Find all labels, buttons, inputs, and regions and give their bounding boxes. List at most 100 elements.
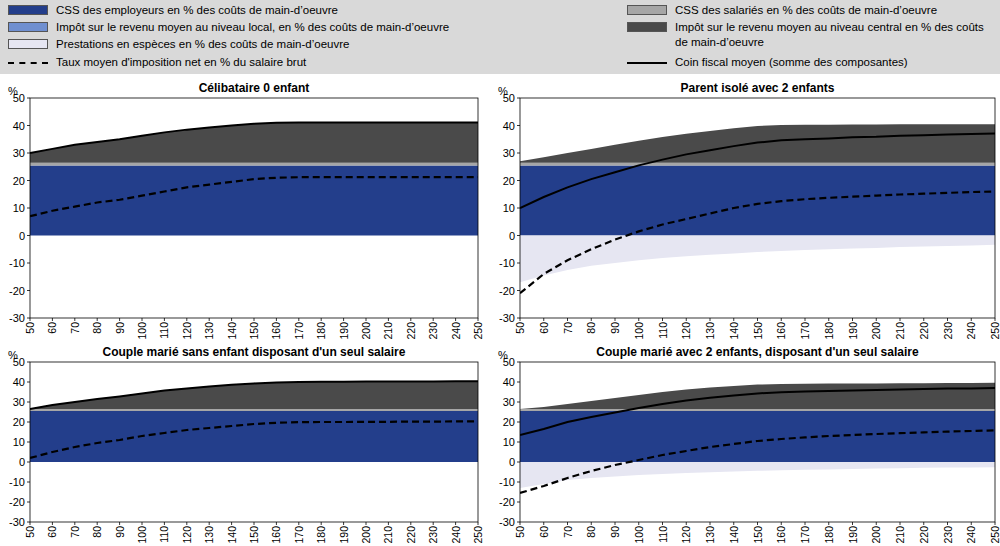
x-tick-label: 110 bbox=[158, 322, 170, 339]
x-tick bbox=[321, 318, 322, 321]
x-tick bbox=[805, 522, 806, 525]
area bbox=[30, 122, 478, 162]
x-tick bbox=[876, 318, 877, 321]
area: CSS des salariés en % des coûts de main-… bbox=[520, 163, 995, 166]
x-tick bbox=[686, 522, 687, 525]
y-axis-label: % bbox=[8, 85, 18, 97]
area: Prestations en espèces en % des coûts de… bbox=[30, 381, 478, 409]
plot-area: CSS des employeurs en % des coûts de mai… bbox=[520, 124, 995, 293]
x-tick bbox=[343, 522, 344, 525]
y-tick bbox=[517, 180, 520, 181]
x-tick bbox=[591, 522, 592, 525]
plot-area: CSS des employeurs en % des coûts de mai… bbox=[30, 381, 478, 462]
y-tick-label: 40 bbox=[503, 120, 515, 132]
x-tick bbox=[615, 522, 616, 525]
x-tick-label: 180 bbox=[315, 322, 327, 340]
y-tick bbox=[517, 502, 520, 503]
legend-swatch bbox=[627, 22, 667, 32]
x-tick-label: 60 bbox=[46, 322, 58, 334]
y-tick-label: 10 bbox=[13, 436, 25, 448]
y-tick bbox=[517, 263, 520, 264]
y-tick-label: 40 bbox=[13, 120, 25, 132]
x-tick-label: 60 bbox=[538, 322, 550, 334]
y-tick bbox=[27, 382, 30, 383]
area bbox=[30, 165, 478, 235]
plot-background bbox=[30, 98, 478, 318]
x-tick bbox=[923, 318, 924, 321]
x-tick-label: 250 bbox=[989, 322, 1000, 340]
x-tick bbox=[520, 522, 521, 525]
x-tick bbox=[567, 522, 568, 525]
legend-label: Impôt sur le revenu moyen au niveau cent… bbox=[675, 20, 995, 50]
y-tick-label: 0 bbox=[19, 456, 25, 468]
x-tick bbox=[209, 522, 210, 525]
x-tick-label: 250 bbox=[989, 526, 1000, 544]
y-tick bbox=[27, 180, 30, 181]
y-tick-label: -10 bbox=[499, 257, 515, 269]
y-tick bbox=[27, 98, 30, 99]
x-tick bbox=[209, 318, 210, 321]
y-tick bbox=[517, 482, 520, 483]
x-tick-label: 60 bbox=[46, 526, 58, 538]
x-tick-label: 130 bbox=[704, 526, 716, 544]
y-axis-label: % bbox=[8, 349, 18, 361]
x-tick-label: 70 bbox=[562, 526, 574, 538]
x-tick-label: 190 bbox=[847, 526, 859, 544]
line: Coin fiscal moyen (somme des composantes… bbox=[520, 388, 995, 435]
x-tick-label: 200 bbox=[360, 526, 372, 544]
x-tick-label: 160 bbox=[270, 526, 282, 544]
x-tick bbox=[142, 522, 143, 525]
x-tick-label: 50 bbox=[514, 322, 526, 334]
x-tick bbox=[97, 522, 98, 525]
y-tick bbox=[27, 153, 30, 154]
y-tick bbox=[27, 502, 30, 503]
area: CSS des salariés en % des coûts de main-… bbox=[30, 409, 478, 411]
x-tick bbox=[733, 318, 734, 321]
x-tick bbox=[520, 318, 521, 321]
x-tick bbox=[254, 522, 255, 525]
legend-swatch bbox=[627, 5, 667, 15]
y-tick bbox=[27, 125, 30, 126]
area: CSS des salariés en % des coûts de main-… bbox=[520, 409, 995, 411]
x-tick bbox=[276, 318, 277, 321]
x-tick-label: 60 bbox=[538, 526, 550, 538]
y-tick bbox=[517, 362, 520, 363]
x-tick bbox=[638, 522, 639, 525]
x-tick bbox=[97, 318, 98, 321]
x-tick bbox=[852, 318, 853, 321]
y-tick bbox=[517, 462, 520, 463]
y-tick-label: 20 bbox=[13, 416, 25, 428]
x-tick-label: 90 bbox=[114, 322, 126, 334]
x-tick bbox=[662, 522, 663, 525]
x-tick bbox=[52, 522, 53, 525]
area bbox=[30, 163, 478, 166]
panel: CSS des employeurs en % des coûts de mai… bbox=[498, 81, 1000, 340]
x-tick-label: 210 bbox=[382, 526, 394, 544]
x-tick bbox=[388, 522, 389, 525]
x-tick bbox=[186, 522, 187, 525]
x-tick bbox=[276, 522, 277, 525]
y-axis-label: % bbox=[498, 349, 508, 361]
x-tick bbox=[876, 522, 877, 525]
legend: CSS des employeurs en % des coûts de mai… bbox=[0, 0, 1000, 74]
x-tick-label: 140 bbox=[226, 526, 238, 544]
x-tick bbox=[733, 522, 734, 525]
y-tick bbox=[27, 482, 30, 483]
x-tick-label: 160 bbox=[775, 526, 787, 544]
x-tick bbox=[298, 522, 299, 525]
x-tick-label: 130 bbox=[203, 526, 215, 544]
x-tick-label: 230 bbox=[427, 322, 439, 340]
x-tick bbox=[388, 318, 389, 321]
x-tick-label: 160 bbox=[775, 322, 787, 340]
x-tick bbox=[995, 318, 996, 321]
y-tick bbox=[517, 125, 520, 126]
x-tick-label: 170 bbox=[293, 526, 305, 544]
x-tick-label: 150 bbox=[248, 526, 260, 544]
x-tick-label: 130 bbox=[704, 322, 716, 340]
y-tick-label: -10 bbox=[499, 476, 515, 488]
legend-label: CSS des employeurs en % des coûts de mai… bbox=[56, 3, 476, 18]
x-tick-label: 70 bbox=[69, 322, 81, 334]
x-tick-label: 250 bbox=[472, 322, 484, 340]
y-tick bbox=[27, 208, 30, 209]
x-tick-label: 240 bbox=[450, 322, 462, 340]
